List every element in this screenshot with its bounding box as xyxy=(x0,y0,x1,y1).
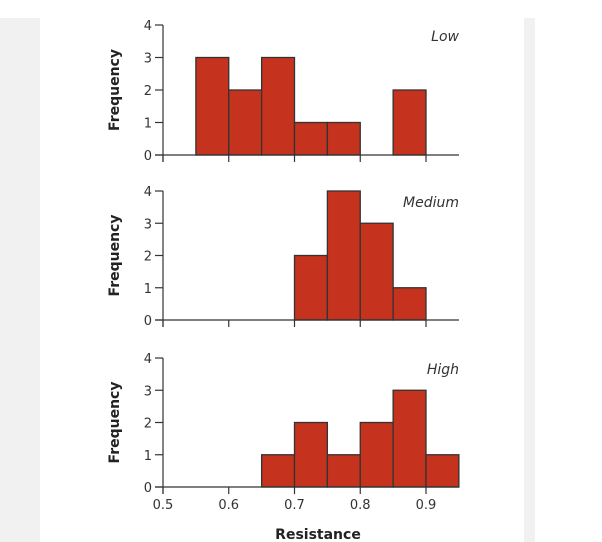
y-tick-label-medium-1: 1 xyxy=(144,282,152,297)
x-tick-label-0.9: 0.9 xyxy=(416,498,437,513)
x-tick-label-0.7: 0.7 xyxy=(284,498,305,513)
x-tick-label-0.8: 0.8 xyxy=(350,498,371,513)
y-axis-title-low: Frequency xyxy=(107,49,123,131)
histogram-bar-high-2 xyxy=(326,454,361,488)
y-axis-title-medium: Frequency xyxy=(107,215,123,297)
y-tick-label-low-1: 1 xyxy=(144,117,152,132)
histogram-bar-high-5 xyxy=(425,454,460,488)
y-tick-label-medium-0: 0 xyxy=(144,314,152,329)
histogram-bar-low-2 xyxy=(260,56,296,156)
histogram-bar-low-5 xyxy=(392,89,427,156)
y-tick-label-high-3: 3 xyxy=(144,384,152,399)
histogram-bar-high-3 xyxy=(359,421,394,488)
histogram-bar-medium-2 xyxy=(359,222,394,321)
y-tick-label-high-1: 1 xyxy=(144,449,152,464)
histogram-bar-low-0 xyxy=(195,56,230,156)
histogram-bar-low-1 xyxy=(228,89,263,156)
histogram-bar-high-0 xyxy=(260,454,296,488)
y-axis-title-high: Frequency xyxy=(107,382,123,464)
histogram-bar-medium-3 xyxy=(392,287,427,321)
panel-label-high: High xyxy=(427,362,459,378)
y-tick-label-low-3: 3 xyxy=(144,52,152,67)
histogram-bar-high-1 xyxy=(293,421,329,488)
left-margin-panel xyxy=(0,18,40,542)
y-tick-label-low-0: 0 xyxy=(144,149,152,164)
y-tick-label-high-4: 4 xyxy=(144,352,152,367)
x-tick-label-0.6: 0.6 xyxy=(218,498,239,513)
panel-label-low: Low xyxy=(431,29,459,45)
y-tick-label-high-0: 0 xyxy=(144,481,152,496)
y-tick-label-medium-4: 4 xyxy=(144,185,152,200)
y-tick-label-medium-3: 3 xyxy=(144,217,152,232)
histogram-bar-high-4 xyxy=(392,389,427,488)
histogram-bar-low-4 xyxy=(326,121,361,156)
right-margin-panel xyxy=(524,18,535,542)
histogram-bar-medium-1 xyxy=(326,190,361,321)
y-tick-label-low-2: 2 xyxy=(144,84,152,99)
x-tick-label-0.5: 0.5 xyxy=(153,498,174,513)
histogram-bar-medium-0 xyxy=(293,254,329,321)
y-tick-label-low-4: 4 xyxy=(144,19,152,34)
y-tick-label-high-2: 2 xyxy=(144,417,152,432)
panel-label-medium: Medium xyxy=(403,195,459,211)
x-axis-title: Resistance xyxy=(275,527,361,542)
histogram-bar-low-3 xyxy=(293,121,329,156)
y-tick-label-medium-2: 2 xyxy=(144,250,152,265)
